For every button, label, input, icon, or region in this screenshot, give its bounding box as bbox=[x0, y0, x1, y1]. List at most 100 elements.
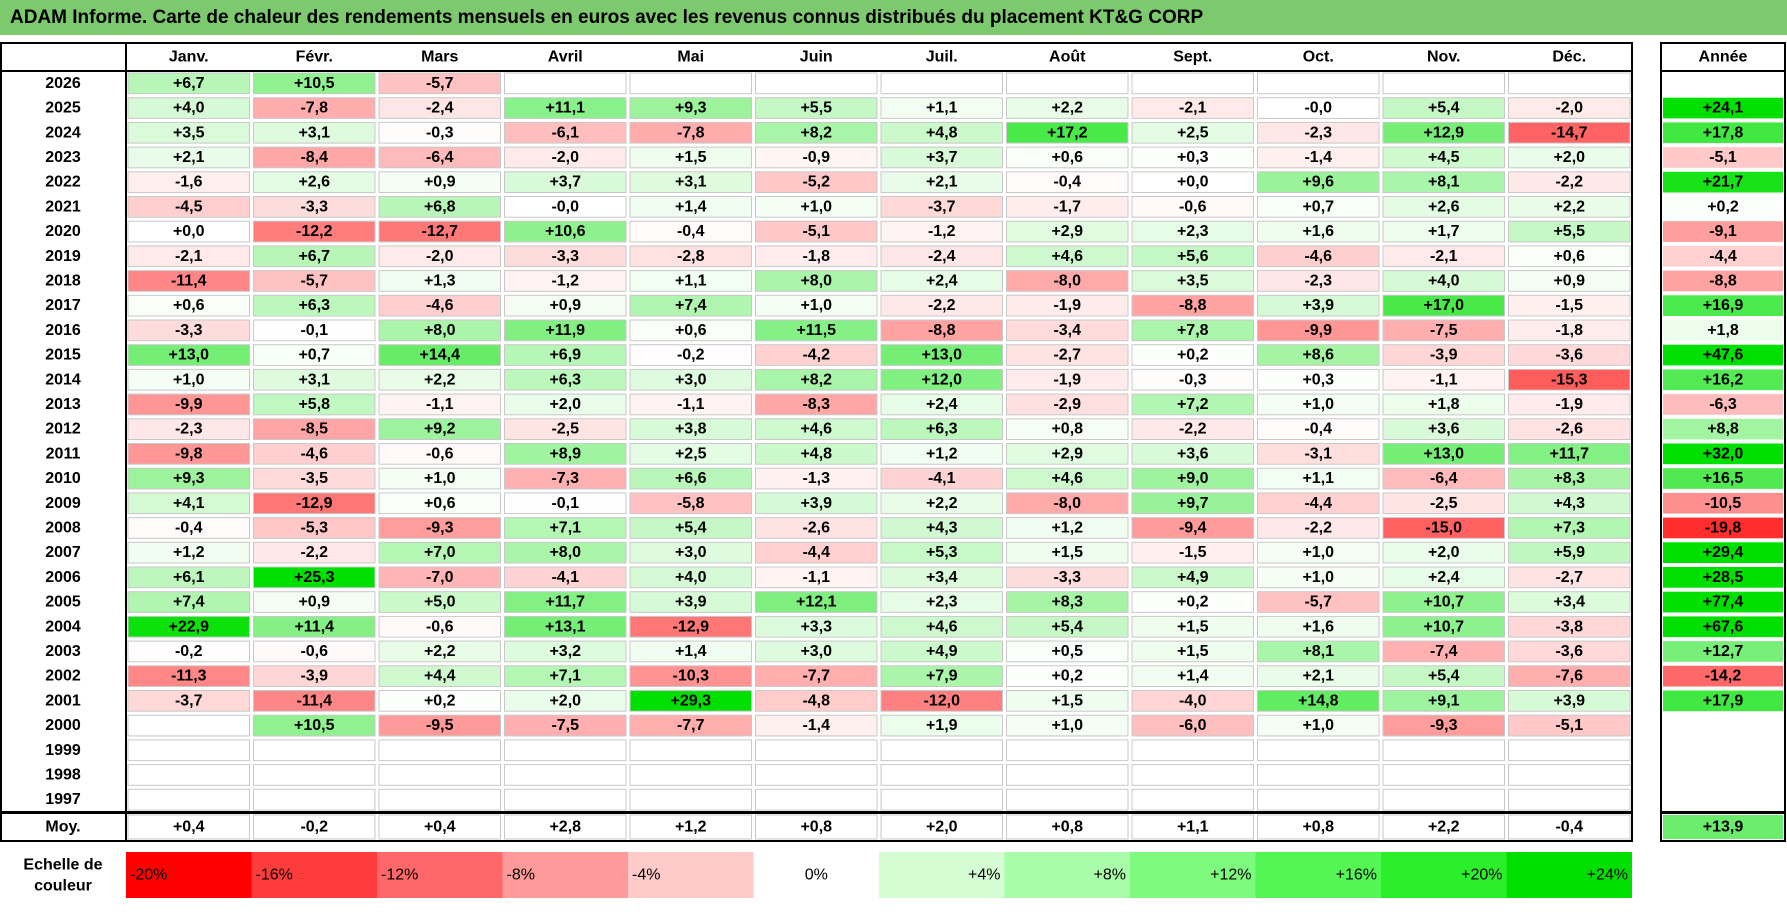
heatmap-cell bbox=[504, 220, 627, 243]
heatmap-cell bbox=[1508, 196, 1631, 218]
cell-value: +0,2 bbox=[1051, 668, 1083, 685]
cell-value: +3,9 bbox=[675, 594, 707, 611]
heatmap-cell bbox=[127, 97, 250, 119]
heatmap-cell bbox=[1382, 97, 1505, 119]
annual-cell bbox=[1663, 171, 1783, 193]
heatmap-cell bbox=[253, 690, 376, 712]
heatmap-cell bbox=[1006, 566, 1129, 589]
heatmap-cell bbox=[880, 690, 1003, 712]
heatmap-cell bbox=[1257, 97, 1380, 119]
cell-value: -1,8 bbox=[1555, 322, 1583, 339]
heatmap-cell bbox=[253, 492, 376, 515]
cell-value: +7,4 bbox=[173, 594, 205, 611]
heatmap-cell bbox=[378, 739, 501, 762]
heatmap-cell bbox=[378, 220, 501, 243]
heatmap-cell bbox=[880, 665, 1003, 687]
scale-swatch bbox=[377, 852, 503, 898]
heatmap-cell bbox=[629, 640, 752, 663]
scale-swatch bbox=[1255, 852, 1381, 898]
annual-value: +17,8 bbox=[1703, 124, 1744, 141]
cell-value: +3,9 bbox=[800, 495, 832, 512]
annual-cell bbox=[1663, 97, 1783, 119]
cell-value: +7,3 bbox=[1553, 519, 1585, 536]
cell-value: +4,9 bbox=[926, 643, 958, 660]
cell-value: -0,1 bbox=[300, 322, 328, 339]
heatmap-cell bbox=[629, 121, 752, 144]
heatmap-cell bbox=[1131, 245, 1254, 268]
cell-value: +2,5 bbox=[675, 445, 707, 462]
cell-value: -7,6 bbox=[1555, 668, 1583, 685]
cell-value: +11,5 bbox=[796, 322, 836, 339]
cell-value: -0,0 bbox=[551, 198, 579, 215]
cell-value: +22,9 bbox=[169, 618, 210, 635]
heatmap-cell bbox=[378, 97, 501, 119]
heatmap-cell bbox=[1508, 591, 1631, 613]
average-cell bbox=[1257, 814, 1380, 840]
cell-value: -1,5 bbox=[1179, 544, 1207, 561]
annual-value: +21,7 bbox=[1703, 174, 1744, 191]
heatmap-cell bbox=[1257, 393, 1380, 416]
scale-label: Echelle de bbox=[23, 857, 102, 874]
heatmap-cell bbox=[1382, 220, 1505, 243]
heatmap-cell bbox=[1006, 171, 1129, 194]
heatmap-cell bbox=[1382, 344, 1505, 366]
heatmap-cell bbox=[1006, 97, 1129, 119]
annual-value: -9,1 bbox=[1709, 223, 1737, 240]
heatmap-cell bbox=[755, 72, 878, 95]
heatmap-cell bbox=[755, 690, 878, 712]
heatmap-cell bbox=[755, 146, 878, 169]
cell-value: -1,9 bbox=[1053, 297, 1081, 314]
year-label: 1999 bbox=[45, 742, 81, 759]
heatmap-cell bbox=[880, 245, 1003, 268]
heatmap-cell bbox=[1131, 467, 1254, 490]
cell-value: +4,5 bbox=[1428, 149, 1460, 166]
cell-value: +2,4 bbox=[926, 272, 958, 289]
cell-value: -2,7 bbox=[1053, 347, 1081, 364]
cell-value: +2,1 bbox=[1302, 668, 1334, 685]
heatmap-cell bbox=[629, 319, 752, 342]
heatmap-cell bbox=[253, 714, 376, 737]
annual-cell bbox=[1663, 320, 1783, 341]
heatmap-cell bbox=[1006, 72, 1129, 95]
cell-value: +1,5 bbox=[1177, 618, 1209, 635]
scale-swatch bbox=[1506, 852, 1632, 898]
cell-value: +4,0 bbox=[1428, 272, 1460, 289]
cell-value: +3,6 bbox=[1428, 421, 1460, 438]
heatmap-cell bbox=[253, 146, 376, 169]
heatmap-cell bbox=[253, 368, 376, 391]
heatmap-cell bbox=[755, 467, 878, 490]
cell-value: -3,3 bbox=[175, 322, 203, 339]
cell-value: +9,7 bbox=[1177, 495, 1209, 512]
cell-value: -12,2 bbox=[296, 223, 333, 240]
cell-value: -3,6 bbox=[1555, 347, 1583, 364]
cell-value: -8,3 bbox=[802, 396, 830, 413]
heatmap-cell bbox=[880, 121, 1003, 144]
heatmap-cell bbox=[755, 121, 878, 144]
heatmap-cell bbox=[880, 146, 1003, 169]
annual-cell bbox=[1663, 690, 1783, 712]
cell-value: +5,5 bbox=[1553, 223, 1585, 240]
heatmap-cell bbox=[504, 764, 627, 786]
cell-value: -2,8 bbox=[677, 248, 705, 265]
annual-value: +47,6 bbox=[1703, 347, 1744, 364]
cell-value: +4,6 bbox=[1051, 470, 1083, 487]
heatmap-cell bbox=[1382, 418, 1505, 440]
heatmap-cell bbox=[1006, 196, 1129, 218]
cell-value: -2,2 bbox=[928, 297, 956, 314]
heatmap-cell bbox=[504, 344, 627, 366]
heatmap-cell bbox=[880, 591, 1003, 613]
cell-value: +11,7 bbox=[1549, 445, 1589, 462]
heatmap-cell bbox=[629, 72, 752, 95]
cell-value: -1,2 bbox=[928, 223, 956, 240]
heatmap-cell bbox=[127, 196, 250, 218]
year-label: 2026 bbox=[45, 75, 81, 92]
heatmap-cell bbox=[253, 121, 376, 144]
heatmap-cell bbox=[880, 443, 1003, 465]
year-label: 2020 bbox=[45, 223, 81, 240]
cell-value: +14,4 bbox=[420, 347, 461, 364]
heatmap-cell bbox=[504, 690, 627, 712]
cell-value: -4,5 bbox=[175, 198, 203, 215]
average-cell bbox=[755, 814, 878, 840]
cell-value: -4,1 bbox=[928, 470, 956, 487]
average-value: +0,8 bbox=[800, 819, 832, 836]
